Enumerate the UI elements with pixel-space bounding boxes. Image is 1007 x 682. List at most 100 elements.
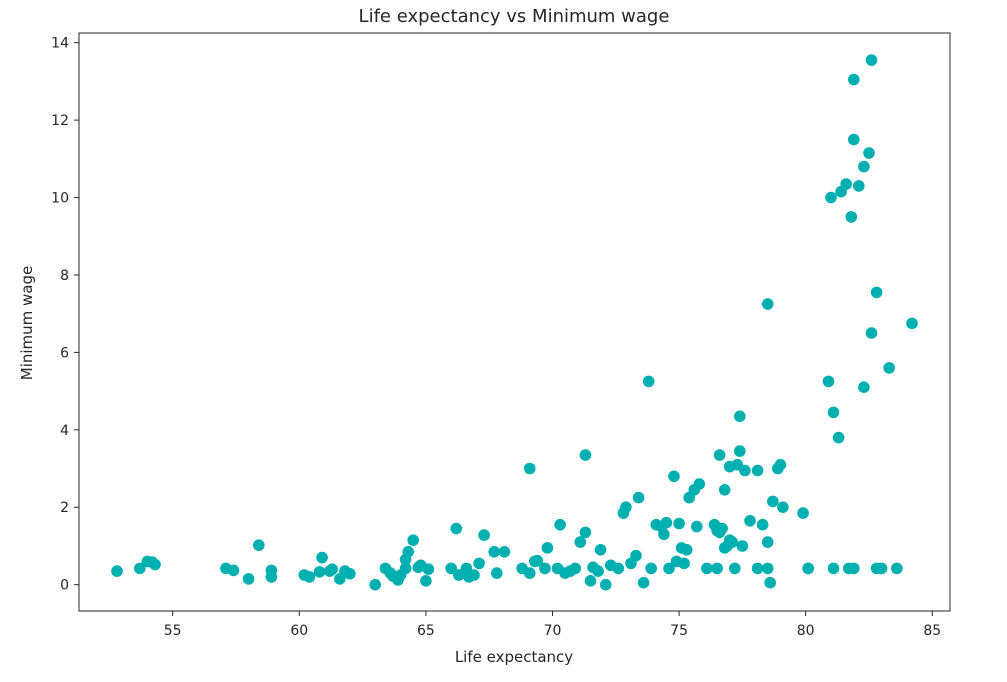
data-point <box>584 575 597 587</box>
data-point <box>523 462 536 475</box>
data-point <box>711 562 723 575</box>
data-point <box>865 327 878 339</box>
data-point <box>848 562 860 575</box>
x-tick-label: 60 <box>290 623 308 639</box>
data-point <box>554 518 566 531</box>
data-point <box>399 562 412 575</box>
y-tick-label: 4 <box>60 423 69 439</box>
data-point <box>756 518 769 531</box>
data-point <box>313 566 326 578</box>
data-point <box>111 565 123 577</box>
y-tick-label: 2 <box>60 500 69 516</box>
chart-title: Life expectancy vs Minimum wage <box>359 6 670 27</box>
data-point <box>402 546 415 558</box>
y-axis-ticks: 0 2 4 6 8 10 12 14 <box>51 36 79 594</box>
y-tick-label: 10 <box>51 191 69 207</box>
data-point <box>369 578 382 591</box>
data-point <box>632 491 645 504</box>
data-point <box>774 458 787 471</box>
data-point <box>736 540 749 552</box>
data-point <box>445 562 458 575</box>
data-point <box>326 563 339 575</box>
data-point <box>612 562 625 575</box>
x-tick-label: 85 <box>923 623 941 639</box>
x-axis-label: Life expectancy <box>455 648 573 666</box>
data-point <box>751 562 764 575</box>
data-point <box>468 569 480 581</box>
data-point <box>242 573 255 585</box>
data-point <box>764 576 776 589</box>
x-tick-label: 80 <box>797 623 815 639</box>
data-point <box>531 554 544 567</box>
y-tick-label: 12 <box>51 113 69 129</box>
data-point <box>316 551 328 564</box>
data-point <box>729 562 741 575</box>
data-point <box>858 381 870 394</box>
y-axis-label: Minimum wage <box>18 266 36 381</box>
y-tick-label: 0 <box>60 578 69 594</box>
data-point <box>744 515 756 527</box>
data-point <box>827 562 840 575</box>
data-point <box>569 562 582 575</box>
data-point <box>678 557 690 570</box>
data-point <box>693 478 706 490</box>
data-point <box>498 546 511 558</box>
data-point <box>906 317 918 330</box>
data-point <box>630 549 642 562</box>
data-point <box>668 470 680 483</box>
data-point <box>579 526 592 539</box>
data-point <box>797 507 809 519</box>
data-point <box>718 484 731 496</box>
data-point <box>579 449 592 461</box>
data-point <box>870 286 883 299</box>
y-tick-label: 6 <box>60 345 69 361</box>
y-tick-label: 8 <box>60 268 69 284</box>
data-point <box>701 562 713 575</box>
data-point <box>344 568 356 580</box>
x-tick-label: 65 <box>417 623 435 639</box>
data-point <box>848 73 860 86</box>
data-point <box>488 546 501 558</box>
data-point <box>875 562 888 575</box>
data-point <box>848 133 860 146</box>
y-tick-label: 14 <box>51 36 69 52</box>
data-point <box>660 516 673 529</box>
x-tick-label: 70 <box>544 623 562 639</box>
plot-area-frame <box>78 32 951 612</box>
data-point <box>802 562 814 575</box>
data-point <box>726 536 738 548</box>
data-point <box>739 464 751 477</box>
data-point <box>541 542 554 554</box>
data-point <box>658 528 670 541</box>
data-point <box>620 501 632 513</box>
data-point <box>265 571 278 583</box>
data-point <box>827 406 840 419</box>
data-point <box>840 178 852 190</box>
data-point <box>637 576 650 589</box>
data-point <box>450 522 463 535</box>
data-point <box>751 464 764 477</box>
data-point <box>422 563 435 575</box>
data-point <box>645 562 657 575</box>
data-point <box>891 562 903 575</box>
data-point <box>822 375 835 388</box>
data-point <box>420 575 432 587</box>
data-point <box>863 147 875 159</box>
data-point <box>146 556 159 568</box>
data-point <box>134 562 146 575</box>
data-point <box>673 517 685 530</box>
data-point <box>734 410 746 423</box>
data-point <box>227 564 240 577</box>
data-point <box>642 375 655 388</box>
data-point <box>407 534 420 546</box>
data-point <box>539 562 551 575</box>
data-point <box>761 562 774 575</box>
data-point <box>303 571 316 583</box>
data-point <box>680 544 693 556</box>
data-point <box>767 495 779 508</box>
data-point <box>252 539 265 551</box>
x-tick-label: 55 <box>164 623 182 639</box>
data-point <box>523 567 536 579</box>
data-point <box>716 522 728 535</box>
